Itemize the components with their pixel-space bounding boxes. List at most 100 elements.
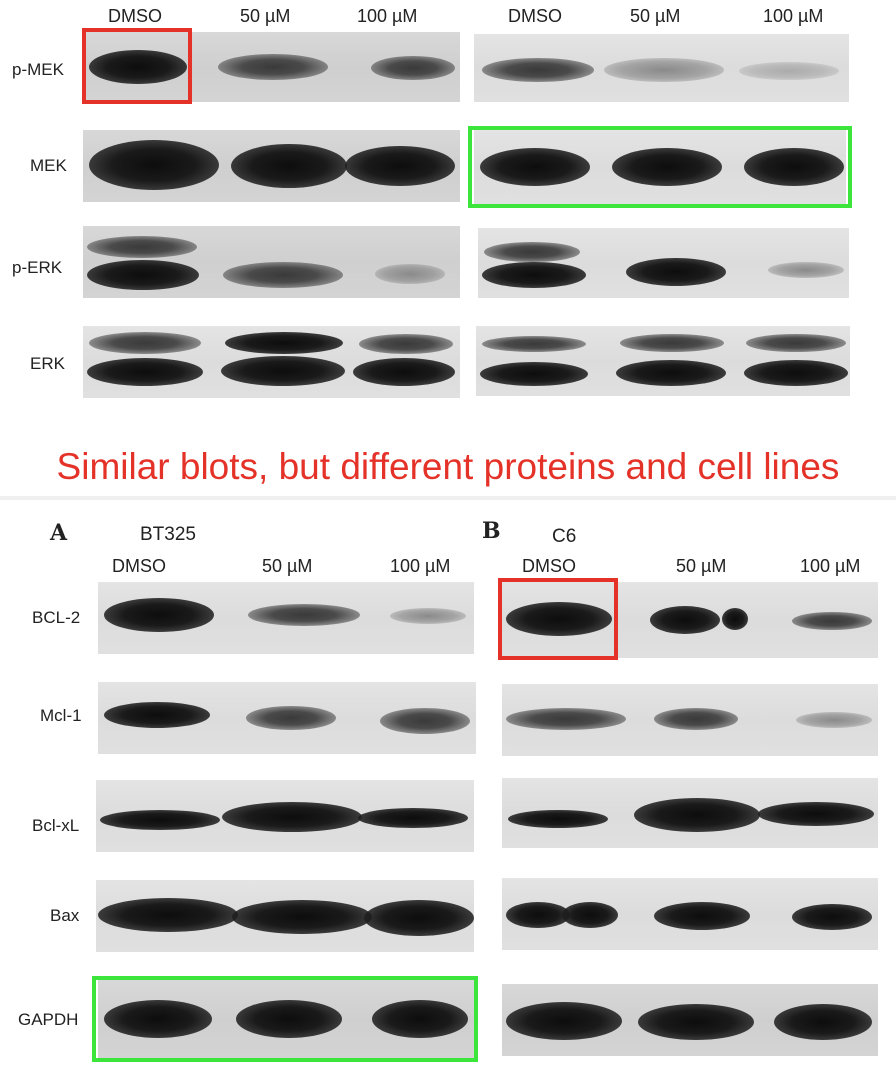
row-label-p-mek: p-MEK [12,60,64,79]
blot-band [616,360,726,386]
blot-band [222,802,362,832]
blot-band [236,1000,342,1038]
blot-band [744,148,844,186]
blot-band [506,602,612,636]
blot-band [562,902,618,928]
blot-band [739,62,839,80]
blot-band [768,262,844,278]
blot-band [364,900,474,936]
blot-band [345,146,455,186]
blot-band [87,358,203,386]
blot-band [87,260,199,290]
blot-band [654,708,738,730]
blot-band [774,1004,872,1040]
blot-strip [83,32,460,102]
blot-band [359,334,453,354]
blot-band [87,236,197,258]
row-label-mek: MEK [30,156,67,175]
highlight-box-green [92,976,478,1062]
blot-band [100,810,220,830]
row-label-bcl-2: BCL-2 [32,608,81,627]
cell-line-label: BT325 [140,524,196,545]
lane-label-dmso: DMSO [108,6,162,26]
blot-band [654,902,750,930]
blot-strip [474,130,846,204]
blot-band [104,598,214,632]
blot-strip [476,326,850,396]
caption-text: Similar blots, but different proteins an… [56,446,840,487]
lane-label-50um: 50 µM [262,556,313,576]
blot-band [231,144,347,188]
row-label-bax: Bax [50,906,80,925]
row-label-bcl-xl: Bcl-xL [32,816,80,835]
blot-strip [500,582,878,658]
panel-letter-b: B [482,518,501,544]
highlight-box-red [82,28,192,104]
blot-strip [98,682,476,754]
blot-band [484,242,580,262]
blot-band [223,262,343,288]
highlight-box-green [468,126,852,208]
blot-band [380,708,470,734]
blot-strip [478,228,849,298]
divider [0,496,896,500]
blot-band [650,606,720,634]
blot-band [792,612,872,630]
blot-band [218,54,328,80]
row-label-gapdh: GAPDH [18,1010,79,1029]
lane-label-50um: 50 µM [240,6,291,26]
panel-letter-a: A [50,520,68,546]
blot-band [746,334,846,352]
row-label-erk: ERK [30,354,65,373]
blot-band [758,802,874,826]
blot-band [89,332,201,354]
blot-band [482,262,586,288]
blot-band [506,708,626,730]
blot-strip [96,780,474,852]
blot-band [246,706,336,730]
blot-band [508,810,608,828]
lane-label-50um: 50 µM [630,6,681,26]
blot-band [372,1000,468,1038]
blot-strip [98,582,474,654]
blot-band [104,702,210,728]
lane-label-dmso: DMSO [112,556,166,576]
blot-band [225,332,343,354]
lane-label-dmso: DMSO [522,556,576,576]
blot-band [722,608,748,630]
blot-band [98,898,238,932]
blot-band [248,604,360,626]
blot-band [89,140,219,190]
blot-band [634,798,760,832]
blot-band [506,902,570,928]
blot-band [89,50,187,84]
blot-band [792,904,872,930]
blot-strip [502,684,878,756]
lane-label-100um: 100 µM [390,556,451,576]
blot-band [796,712,872,728]
blot-band [482,336,586,352]
blot-strip [83,326,460,398]
blot-strip [96,880,474,952]
blot-band [482,58,594,82]
highlight-box-red [498,578,618,660]
blot-band [480,362,588,386]
blot-strip [502,778,878,848]
blot-band [358,808,468,828]
blot-band [232,900,372,934]
blot-band [371,56,455,80]
blot-band [638,1004,754,1040]
blot-band [620,334,724,352]
blot-strip [502,878,878,950]
lane-label-100um: 100 µM [800,556,861,576]
blot-band [104,1000,212,1038]
cell-line-label: C6 [552,526,577,547]
lane-label-100um: 100 µM [357,6,418,26]
blot-band [375,264,445,284]
blot-band [221,356,345,386]
row-label-mcl-1: Mcl-1 [40,706,82,725]
blot-strip [98,980,474,1060]
blot-band [612,148,722,186]
lane-label-dmso: DMSO [508,6,562,26]
blot-band [353,358,455,386]
